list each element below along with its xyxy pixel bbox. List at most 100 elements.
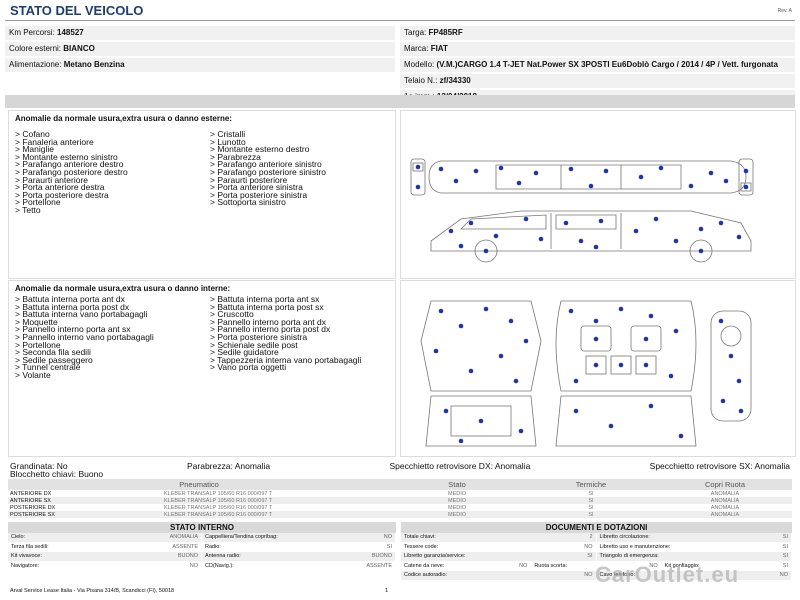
tire-cell: ANOMALIA	[710, 490, 740, 497]
info-row: Telaio N.: zf/34330	[400, 74, 795, 88]
field-value: BUONO	[371, 553, 392, 559]
damage-dot	[738, 408, 744, 414]
info-row: Modello: (V.M.)CARGO 1.4 T-JET Nat.Power…	[400, 58, 795, 72]
anomaly-item: > Porta anteriore destra	[15, 182, 105, 193]
panel-row: Kit vivavoce: BUONO Antenna radio: BUONO	[8, 552, 396, 562]
anomaly-item: > Seconda fila sedili	[15, 347, 91, 358]
field-label: Navigatore:	[11, 562, 40, 569]
field-label: Libretto garanzia/service:	[404, 553, 466, 559]
field-label: Cappelliera/Tendina copribag:	[205, 534, 278, 540]
info-row: Alimentazione: Metano Benzina	[5, 58, 395, 72]
panel-row: Terza fila sedili: ASSENTE Radio: SI	[8, 542, 396, 552]
anomaly-item: > Sedile passeggero	[15, 354, 93, 365]
panel-row: Cielo: ANOMALIA Cappelliera/Tendina coprib…	[8, 533, 396, 543]
tire-cell: ANOMALIA	[658, 511, 792, 518]
tire-cell: MEDIO	[390, 497, 524, 504]
damage-dot	[415, 164, 421, 170]
field-label: Catene da neve:	[404, 562, 445, 569]
field-value: SI	[782, 543, 788, 550]
status-item: Parabrezza: Anomalia	[187, 461, 271, 471]
tire-cell: KLEBER TRANSALP 195/60 R16 000/097 T	[162, 497, 390, 504]
tire-cell: SI	[524, 511, 658, 518]
panel-row: Navigatore: NO CD(Navig.): ASSENTE	[8, 561, 396, 571]
panel-cell: Triangolo di emergenza: SI	[597, 552, 792, 561]
damage-dot	[415, 184, 421, 190]
field-value: BUONO	[177, 553, 198, 559]
damage-dot	[468, 368, 474, 374]
anomaly-item: > Portellone	[15, 197, 61, 208]
panel-cell: Cappelliera/Tendina copribag: NO	[202, 533, 396, 542]
field-value: ASSENTE	[366, 562, 392, 569]
anomaly-item: > Paraurti posteriore	[210, 174, 288, 185]
damage-dot	[673, 238, 679, 244]
damage-dot	[588, 183, 594, 189]
anomaly-item: > Parafango posteriore destro	[15, 166, 128, 177]
field-label: Cielo:	[11, 534, 26, 540]
field-value: SI	[782, 534, 788, 540]
field-value: NO	[519, 562, 528, 569]
tire-cell: KLEBER TRANSALP 195/60 R16 000/097 T	[164, 490, 273, 497]
tire-cell: MEDIO	[390, 511, 524, 518]
damage-dot	[618, 306, 624, 312]
anomaly-item: > Pannello interno porta ant sx	[15, 324, 131, 335]
panel-cell: Catene da neve: NO	[401, 561, 532, 570]
anomaly-item: > Paraurti anteriore	[15, 174, 88, 185]
field-value: NO	[779, 572, 788, 578]
anomaly-item: > Cruscotto	[210, 309, 254, 320]
panel-cell: Cielo: ANOMALIA	[8, 533, 202, 542]
anomaly-item: > Battuta interna porta post dx	[15, 301, 130, 312]
damage-dot	[603, 168, 609, 174]
anomaly-item: > Battuta interna vano portabagagli	[15, 309, 148, 320]
info-value: (V.M.)CARGO 1.4 T-JET Nat.Power SX 3POST…	[436, 60, 778, 69]
field-value: ASSENTE	[172, 543, 198, 550]
damage-dot	[458, 243, 464, 249]
damage-dot	[538, 236, 544, 242]
damage-dot	[523, 338, 529, 344]
field-label: Triangolo di emergenza:	[599, 553, 659, 559]
damage-dot	[648, 313, 654, 319]
anomaly-item: > Parafango anteriore sinistro	[210, 159, 322, 170]
status-item: Specchietto retrovisore DX: Anomalia	[389, 461, 531, 471]
field-value: SI	[782, 562, 788, 569]
column-header: Pneumatico	[8, 479, 390, 490]
damage-dot	[698, 248, 704, 254]
tire-cell: SI	[524, 497, 658, 504]
damage-dot	[578, 238, 584, 244]
info-label: Alimentazione:	[9, 60, 62, 69]
damage-dot	[638, 174, 644, 180]
anomaly-item: > Cofano	[15, 129, 50, 139]
info-label: Modello:	[404, 60, 435, 69]
info-value: 148527	[57, 28, 84, 37]
anomaly-item: > Parafango anteriore destro	[15, 159, 124, 170]
damage-dot	[523, 216, 529, 222]
field-value: SI	[782, 553, 788, 559]
tire-cell: MEDIO	[447, 490, 467, 497]
info-row: Targa: FP485RF	[400, 26, 795, 40]
damage-dot	[593, 318, 599, 324]
tire-row: POSTERIORE DX KLEBER TRANSALP 195/60 R16 …	[8, 504, 792, 511]
anomaly-item: > Battuta interna porta ant sx	[210, 294, 320, 304]
damage-dot	[673, 328, 679, 334]
damage-dot	[483, 248, 489, 254]
info-value: FIAT	[430, 44, 448, 53]
field-label: Ruota scorta:	[534, 562, 568, 569]
damage-dot	[438, 166, 444, 172]
field-label: Tessere code:	[404, 543, 439, 550]
anomaly-item: > Portellone	[15, 339, 61, 350]
damage-dot	[736, 234, 742, 240]
panel-cell: Cavo telefono: NO	[597, 571, 792, 580]
panel-cell: Codice autoradio: NO	[401, 571, 597, 580]
damage-dot	[643, 336, 649, 342]
anomaly-column: > Cristalli > Lunotto > Montante esterno d…	[210, 130, 395, 207]
anomaly-item: > Battuta interna porta ant dx	[15, 294, 125, 304]
field-label: Kit vivavoce:	[11, 553, 42, 559]
anomaly-item: > Maniglie	[15, 144, 54, 155]
damage-dot	[720, 398, 726, 404]
tire-row: ANTERIORE DX KLEBER TRANSALP 195/60 R16 0…	[8, 490, 792, 497]
anomaly-item: > Battuta interna porta post sx	[210, 301, 324, 312]
damage-dot	[678, 433, 684, 439]
tire-cell: MEDIO	[447, 504, 467, 511]
panel-cell: Libretto garanzia/service: SI	[401, 552, 597, 561]
footer-address: Arval Service Lease Italia - Via Pisana …	[10, 588, 175, 594]
anomaly-item: > Volante	[15, 369, 51, 380]
